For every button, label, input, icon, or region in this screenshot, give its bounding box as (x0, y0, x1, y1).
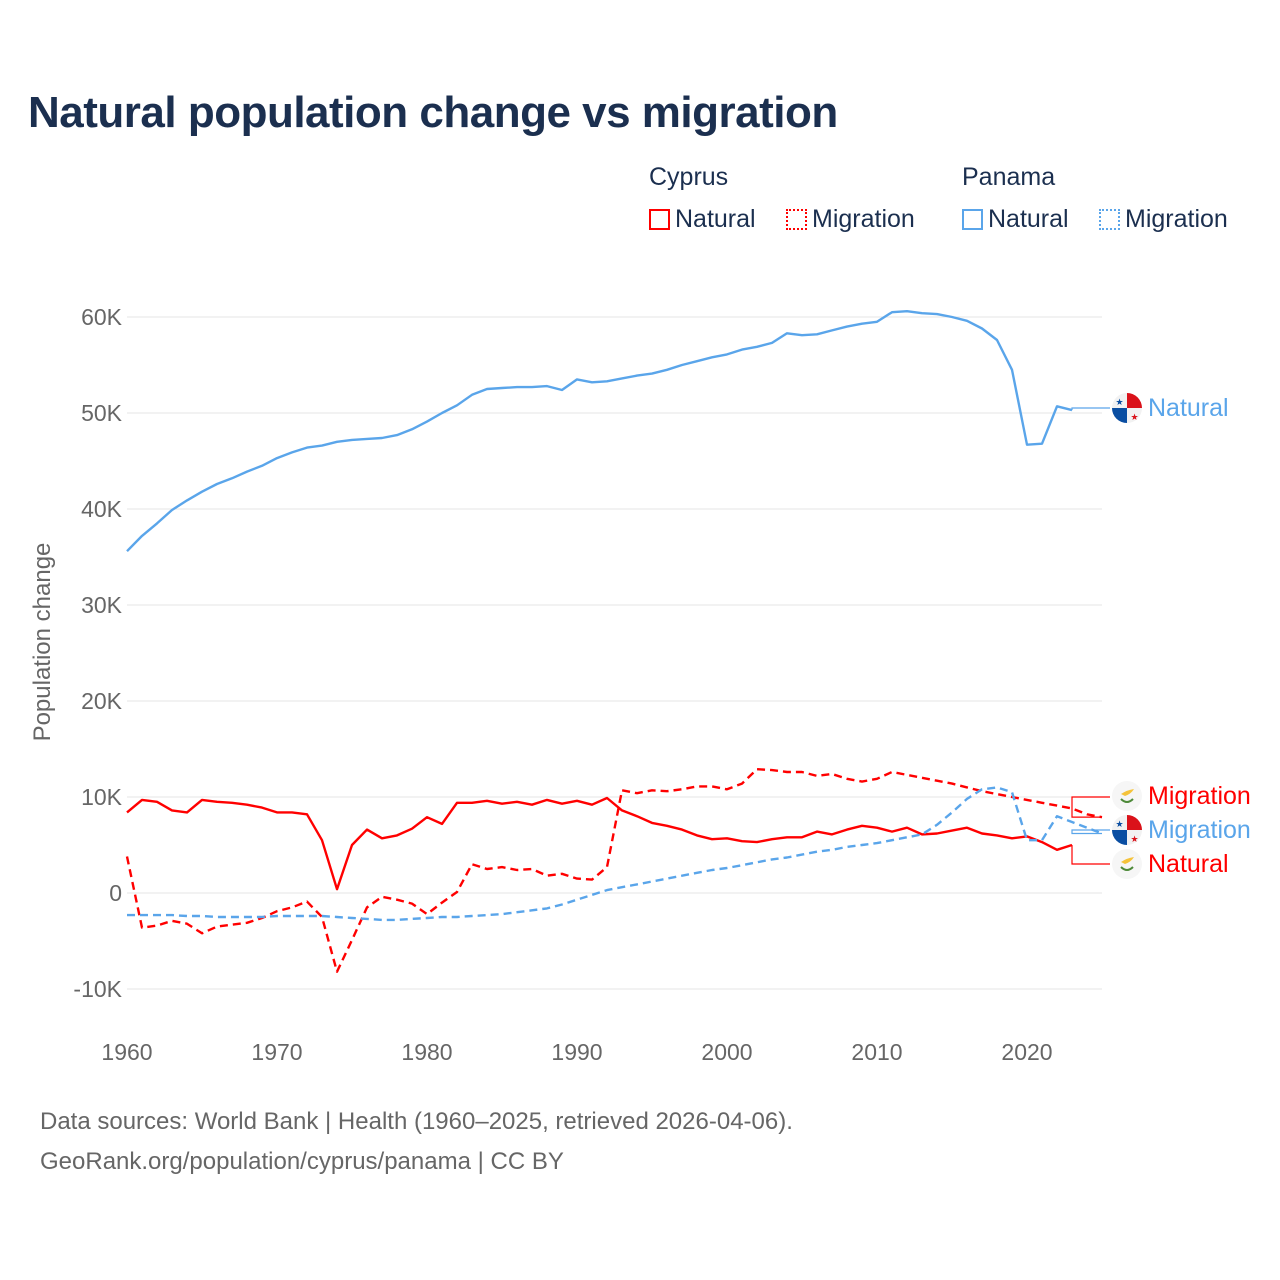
footer-sources: Data sources: World Bank | Health (1960–… (40, 1108, 793, 1135)
panama-flag-icon: ★★ (1112, 393, 1142, 423)
y-axis-label: Population change (29, 543, 56, 742)
legend-swatch-solid-blue (962, 209, 983, 230)
y-tick-label: 60K (81, 304, 123, 330)
x-tick-label: 2000 (701, 1039, 752, 1065)
legend-swatch-dotted-red (786, 209, 807, 230)
legend-swatch-solid-red (649, 209, 670, 230)
legend-panama-natural[interactable]: Natural (962, 205, 1069, 234)
y-tick-label: 40K (81, 496, 123, 522)
end-label-text: Natural (1148, 393, 1229, 422)
legend-cyprus-migration[interactable]: Migration (786, 205, 915, 234)
legend-group-cyprus: Cyprus (649, 163, 729, 191)
end-label-panama-migration: ★ ★ Migration (1112, 815, 1251, 845)
svg-text:★: ★ (1115, 397, 1123, 407)
label-leader-line (1071, 407, 1110, 411)
end-label-text: Migration (1148, 781, 1251, 810)
legend-cyprus-natural[interactable]: Natural (649, 205, 756, 234)
series-line-panama-natural (126, 310, 1073, 553)
y-tick-label: 0 (109, 880, 122, 906)
label-leader-line (1071, 829, 1110, 835)
chart-title: Natural population change vs migration (28, 88, 838, 137)
y-tick-label: 30K (81, 592, 123, 618)
y-tick-label: 10K (81, 784, 123, 810)
end-label-text: Migration (1148, 815, 1251, 844)
y-tick-label: -10K (73, 976, 122, 1002)
label-leader-line (1071, 796, 1110, 818)
footer-attribution: GeoRank.org/population/cyprus/panama | C… (40, 1148, 564, 1175)
legend-label: Migration (812, 205, 915, 233)
x-tick-label: 1990 (551, 1039, 602, 1065)
legend-label: Migration (1125, 205, 1228, 233)
series-line-cyprus-migration (125, 768, 1103, 973)
series-line-panama-migration (127, 786, 1103, 922)
svg-text:★: ★ (1130, 834, 1138, 844)
svg-text:★: ★ (1115, 819, 1123, 829)
end-label-panama-natural: ★ ★ Natural (1112, 393, 1229, 423)
end-label-cyprus-natural: Natural (1112, 849, 1229, 879)
series-line-cyprus-natural (126, 796, 1073, 891)
y-tick-label: 20K (81, 688, 123, 714)
x-tick-label: 1960 (101, 1039, 152, 1065)
cyprus-flag-icon (1112, 781, 1142, 811)
legend-swatch-dotted-blue (1099, 209, 1120, 230)
end-label-cyprus-migration: Migration (1112, 781, 1251, 811)
cyprus-flag-icon (1112, 849, 1142, 879)
y-tick-label: 50K (81, 400, 123, 426)
x-tick-label: 2020 (1001, 1039, 1052, 1065)
svg-text:★: ★ (1130, 412, 1138, 422)
legend-group-panama: Panama (962, 163, 1056, 191)
end-label-text: Natural (1148, 849, 1229, 878)
legend-label: Natural (675, 205, 756, 233)
x-tick-label: 1970 (251, 1039, 302, 1065)
x-tick-label: 1980 (401, 1039, 452, 1065)
label-leader-line (1071, 845, 1110, 865)
panama-flag-icon: ★★ (1112, 815, 1142, 845)
legend-panama-migration[interactable]: Migration (1099, 205, 1228, 234)
x-tick-label: 2010 (851, 1039, 902, 1065)
legend-label: Natural (988, 205, 1069, 233)
